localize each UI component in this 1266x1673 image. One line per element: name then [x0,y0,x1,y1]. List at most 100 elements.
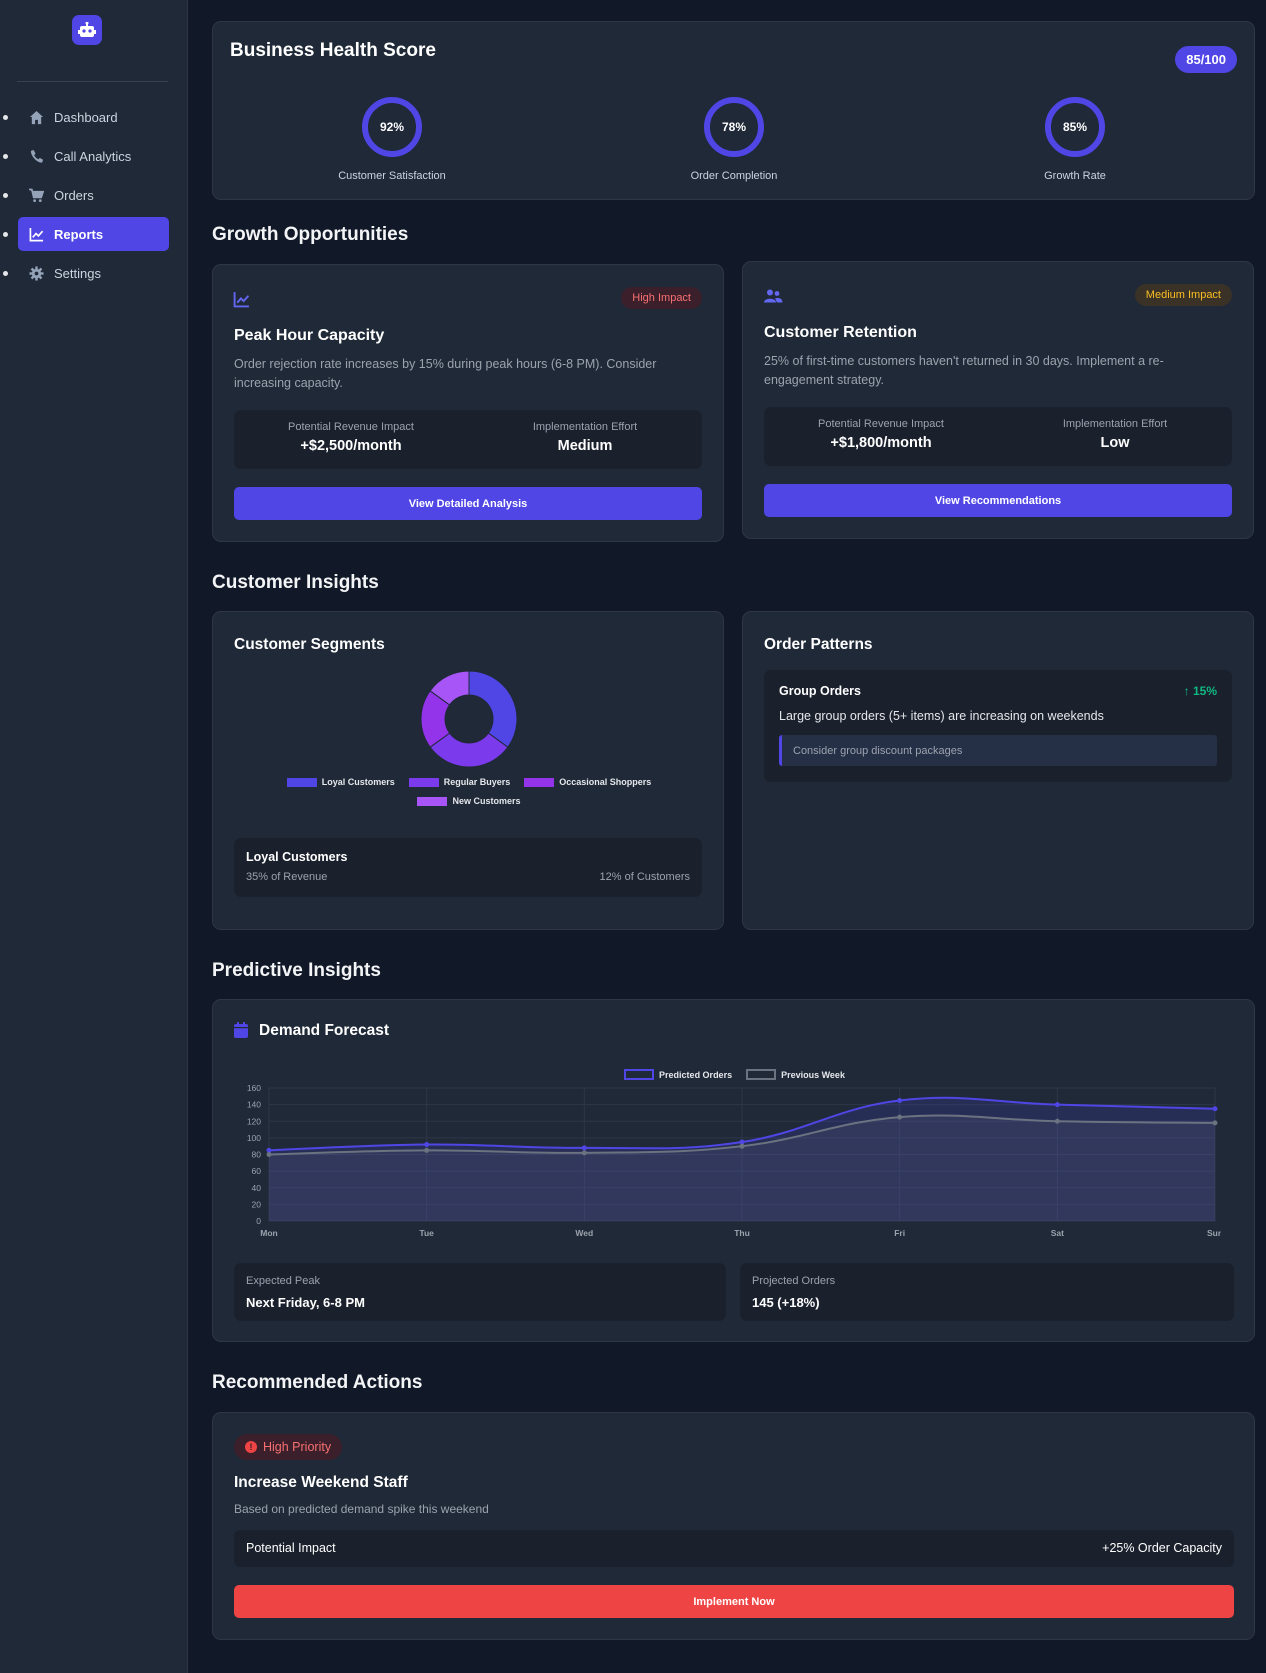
health-score-badge: 85/100 [1175,46,1237,73]
x-tick-label: Tue [419,1228,434,1238]
cart-icon [29,188,44,202]
implement-now-button[interactable]: Implement Now [234,1585,1234,1618]
data-point[interactable] [581,1145,587,1151]
x-tick-label: Wed [575,1228,593,1238]
metric-revenue: Potential Revenue Impact +$2,500/month [234,421,468,454]
pie-slice-loyal-customers[interactable] [468,670,518,748]
robot-icon[interactable] [72,15,102,45]
data-point[interactable] [266,1147,272,1153]
data-point[interactable] [266,1152,272,1157]
pattern-title: Group Orders [779,684,861,698]
action-title: Increase Weekend Staff [234,1474,408,1491]
x-tick-label: Fri [894,1228,905,1238]
segment-detail-revenue: 35% of Revenue [246,871,328,883]
y-tick-label: 100 [247,1133,261,1143]
gauge-customer-satisfaction: 92% Customer Satisfaction [292,97,492,182]
gauge-ring: 85% [1045,97,1105,157]
impact-badge: High Impact [621,287,702,309]
metric-value: +$2,500/month [300,438,402,454]
y-tick-label: 40 [252,1183,262,1193]
data-point[interactable] [424,1142,430,1148]
data-point[interactable] [897,1097,903,1103]
sidebar-item-pill[interactable]: Settings [18,256,169,290]
list-bullet [3,271,8,276]
gauge-order-completion: 78% Order Completion [634,97,834,182]
data-point[interactable] [1212,1120,1218,1126]
projected-orders-box: Projected Orders 145 (+18%) [740,1263,1234,1321]
x-tick-label: Sun [1207,1228,1221,1238]
pattern-description: Large group orders (5+ items) are increa… [779,709,1104,723]
y-tick-label: 160 [247,1083,261,1093]
sidebar-item-reports[interactable]: Reports [0,217,188,251]
legend-swatch [524,777,555,787]
forecast-title: Demand Forecast [259,1022,390,1039]
health-title: Business Health Score [230,40,436,61]
view-detailed-analysis-button[interactable]: View Detailed Analysis [234,487,702,520]
legend-item[interactable]: Occasional Shoppers [524,777,651,787]
y-tick-label: 20 [252,1199,262,1209]
data-point[interactable] [424,1147,430,1153]
legend-item[interactable]: Loyal Customers [286,777,395,787]
section-title-insights: Customer Insights [212,572,379,593]
sidebar-item-dashboard[interactable]: Dashboard [0,100,188,134]
forecast-line-chart: 0 20 40 60 80 100 120 140 160 Mon Tue Wed Thu Fri Sat S… [247,1083,1221,1238]
gauge-growth-rate: 85% Growth Rate [975,97,1175,182]
metric-effort: Implementation Effort Low [998,418,1232,451]
legend-swatch [408,777,439,787]
metric-revenue: Potential Revenue Impact +$1,800/month [764,418,998,451]
data-point[interactable] [897,1114,903,1120]
metric-label: Implementation Effort [532,421,638,433]
opportunity-card-retention: Medium Impact Customer Retention 25% of … [742,261,1254,539]
legend-item[interactable]: Previous Week [746,1069,845,1080]
patterns-title: Order Patterns [764,636,873,653]
data-point[interactable] [1054,1118,1060,1124]
list-bullet [3,115,8,120]
gauge-ring: 78% [704,97,764,157]
metric-label: Implementation Effort [1062,418,1168,430]
legend-item[interactable]: New Customers [417,796,521,806]
legend-item[interactable]: Predicted Orders [624,1069,732,1080]
sidebar-item-pill[interactable]: Reports [18,217,169,251]
data-point[interactable] [1212,1106,1218,1112]
data-point[interactable] [581,1150,587,1156]
opportunity-description: Order rejection rate increases by 15% du… [234,357,657,390]
home-icon [29,110,44,124]
legend-swatch [746,1069,777,1080]
segment-detail-title: Loyal Customers [246,850,348,864]
sidebar-item-label: Reports [54,226,104,242]
demand-forecast-card: Demand Forecast Predicted Orders Previous… [212,999,1255,1342]
sidebar-item-label: Dashboard [54,109,118,125]
section-title-predictive: Predictive Insights [212,960,381,981]
segments-legend: Loyal Customers Regular Buyers Occasional … [213,777,725,806]
sidebar-item-call-analytics[interactable]: Call Analytics [0,139,188,173]
sidebar-item-pill[interactable]: Dashboard [18,100,169,134]
data-point[interactable] [739,1139,745,1145]
legend-swatch [624,1069,655,1080]
priority-badge: ! High Priority [234,1434,343,1460]
view-recommendations-button[interactable]: View Recommendations [764,484,1232,517]
gauge-label: Growth Rate [1044,170,1106,182]
sidebar-item-pill[interactable]: Orders [18,178,169,212]
metric-value: +$1,800/month [830,435,932,451]
legend-item[interactable]: Regular Buyers [408,777,510,787]
legend-label: Predicted Orders [659,1069,733,1080]
opportunity-title: Customer Retention [764,324,917,341]
projected-orders-value: 145 (+18%) [752,1295,820,1310]
sidebar-item-orders[interactable]: Orders [0,178,188,212]
sidebar-item-settings[interactable]: Settings [0,256,188,290]
pie-slice-new-customers[interactable] [429,670,470,706]
forecast-legend: Predicted Orders Previous Week [213,1069,1256,1080]
legend-label: Previous Week [781,1069,845,1080]
expected-peak-box: Expected Peak Next Friday, 6-8 PM [234,1263,726,1321]
data-point[interactable] [739,1143,745,1149]
data-point[interactable] [1054,1102,1060,1108]
gauge-label: Customer Satisfaction [338,170,446,182]
legend-label: Occasional Shoppers [559,777,652,787]
business-health-card: Business Health Score 85/100 92% Custome… [212,21,1255,200]
opportunity-title: Peak Hour Capacity [234,327,385,344]
list-bullet [3,193,8,198]
impact-value: +25% Order Capacity [1102,1541,1222,1555]
segment-detail: Loyal Customers 35% of Revenue 12% of Cu… [234,838,702,897]
projected-orders-label: Projected Orders [752,1275,836,1287]
sidebar-item-pill[interactable]: Call Analytics [18,139,169,173]
